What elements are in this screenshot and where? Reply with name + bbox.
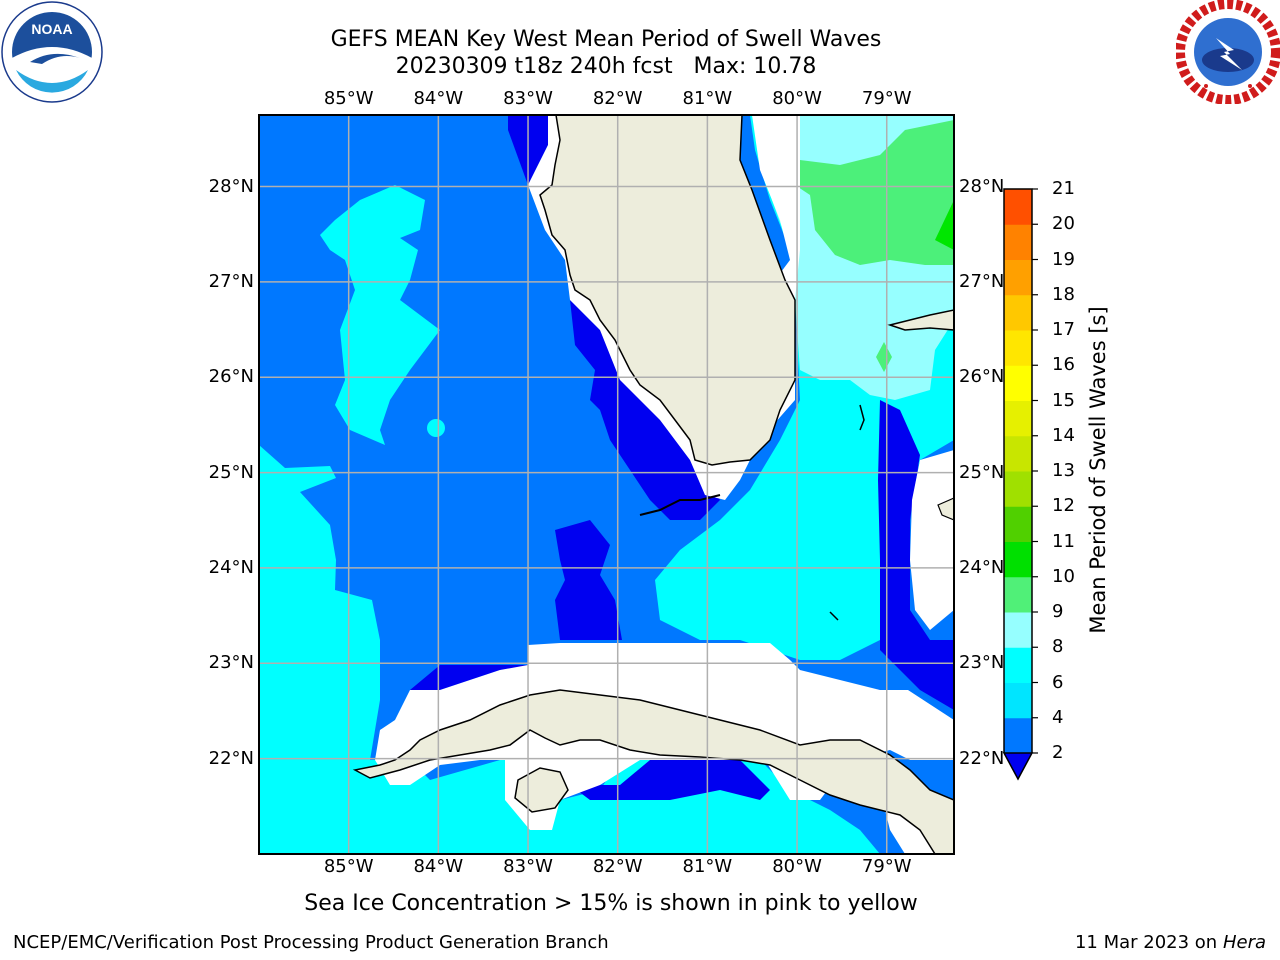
map-frame (258, 114, 955, 855)
bimini (859, 404, 865, 431)
land-bahamas (887, 309, 954, 331)
latitude-label: 23°N (959, 652, 1005, 674)
date-label: 11 Mar 2023 on (1074, 932, 1218, 953)
colorbar-tick-label: 20 (1052, 213, 1075, 235)
longitude-label: 84°W (413, 88, 464, 109)
host-name: Hera (1222, 932, 1266, 953)
longitude-label: 82°W (592, 88, 643, 109)
latitude-label: 24°N (959, 556, 1005, 578)
longitude-label: 85°W (323, 856, 374, 877)
colorbar-segment (1004, 717, 1032, 754)
colorbar-segment (1004, 259, 1032, 296)
longitude-label: 79°W (861, 856, 912, 877)
nodata-bahamas (910, 450, 954, 630)
ocean-period-under-2-bahamas (878, 400, 954, 710)
land-andros (937, 497, 954, 521)
colorbar-segment (1004, 647, 1032, 683)
cay-sal (829, 611, 839, 621)
longitude-label: 80°W (772, 88, 822, 109)
colorbar-segment (1004, 189, 1032, 225)
ocean-period-4-6-spot (427, 419, 445, 437)
colorbar-segment (1004, 612, 1032, 648)
longitude-label: 85°W (323, 88, 374, 109)
map-fields (259, 115, 954, 854)
colorbar-tick-label: 16 (1052, 354, 1075, 376)
colorbar-segment (1004, 224, 1032, 260)
colorbar-tick-label: 19 (1052, 248, 1075, 270)
colorbar-label: Mean Period of Swell Waves [s] (1086, 306, 1110, 634)
title-line-2: 20230309 t18z 240h fcst Max: 10.78 (395, 54, 817, 79)
colorbar-segment (1004, 435, 1032, 472)
date-text: 11 Mar 2023 on Hera (1075, 932, 1266, 953)
colorbar-segment (1004, 576, 1032, 613)
colorbar (1002, 188, 1038, 781)
latitude-label: 25°N (959, 461, 1005, 483)
colorbar-segment (1004, 294, 1032, 331)
latitude-label: 22°N (959, 747, 1005, 769)
graticule (259, 115, 954, 854)
ocean-period-4-6-gulf-blob (320, 185, 440, 445)
latitude-label: 28°N (959, 175, 1005, 197)
colorbar-tick-label: 21 (1052, 178, 1075, 199)
latitude-label: 28°N (208, 175, 254, 197)
longitude-label: 83°W (503, 88, 553, 109)
ocean-period-8-9-atlantic (795, 120, 954, 265)
colorbar-segment (1004, 400, 1032, 437)
colorbar-tick-label: 11 (1052, 530, 1075, 552)
colorbar-under-arrow (1002, 752, 1034, 781)
latitude-label: 27°N (959, 270, 1005, 292)
noaa-logo-text: NOAA (31, 21, 72, 37)
colorbar-tick-label: 9 (1052, 601, 1064, 622)
latitude-label: 24°N (208, 556, 254, 578)
colorbar-tick-label: 12 (1052, 495, 1075, 517)
colorbar-segment (1004, 330, 1032, 366)
latitude-label: 22°N (208, 747, 254, 769)
latitude-label: 27°N (208, 270, 254, 292)
longitude-label: 79°W (861, 88, 912, 109)
colorbar-tick-label: 8 (1052, 636, 1064, 658)
ocean-period-9-10-spot (935, 200, 954, 250)
sea-ice-caption: Sea Ice Concentration > 15% is shown in … (304, 891, 918, 916)
credit-text: NCEP/EMC/Verification Post Processing Pr… (13, 932, 609, 953)
colorbar-tick-label: 15 (1052, 389, 1075, 411)
colorbar-tick-label: 17 (1052, 319, 1075, 340)
longitude-label: 81°W (682, 88, 733, 109)
colorbar-segment (1004, 541, 1032, 578)
colorbar-segment (1004, 365, 1032, 401)
latitude-label: 26°N (208, 366, 254, 388)
longitude-label: 82°W (592, 856, 643, 877)
ocean-period-under-2-swfl (570, 300, 720, 520)
ocean-period-4-6-southwest (259, 445, 380, 760)
latitude-label: 23°N (208, 652, 254, 674)
ocean-period-8-9-spot (876, 342, 892, 372)
longitude-label: 81°W (682, 856, 733, 877)
colorbar-segment (1004, 506, 1032, 542)
nws-logo (1176, 0, 1280, 104)
longitude-label: 80°W (772, 856, 822, 877)
land-cuba (352, 689, 954, 854)
latitude-label: 26°N (959, 366, 1005, 388)
title-line-1: GEFS MEAN Key West Mean Period of Swell … (330, 27, 882, 52)
colorbar-tick-label: 18 (1052, 283, 1075, 305)
longitude-label: 84°W (413, 856, 464, 877)
colorbar-tick-label: 10 (1052, 565, 1075, 587)
ocean-period-under-2-straits (555, 520, 622, 640)
latitude-label: 25°N (208, 461, 254, 483)
noaa-logo: NOAA (1, 1, 103, 103)
colorbar-tick-label: 14 (1052, 424, 1075, 446)
colorbar-segment (1004, 682, 1032, 719)
ocean-period-under-2-cuba-south (570, 760, 770, 800)
colorbar-segment (1004, 471, 1032, 507)
longitude-label: 83°W (503, 856, 553, 877)
colorbar-tick-label: 4 (1052, 706, 1064, 728)
colorbar-tick-label: 13 (1052, 460, 1075, 481)
colorbar-tick-label: 2 (1052, 742, 1064, 763)
colorbar-tick-label: 6 (1052, 671, 1064, 693)
